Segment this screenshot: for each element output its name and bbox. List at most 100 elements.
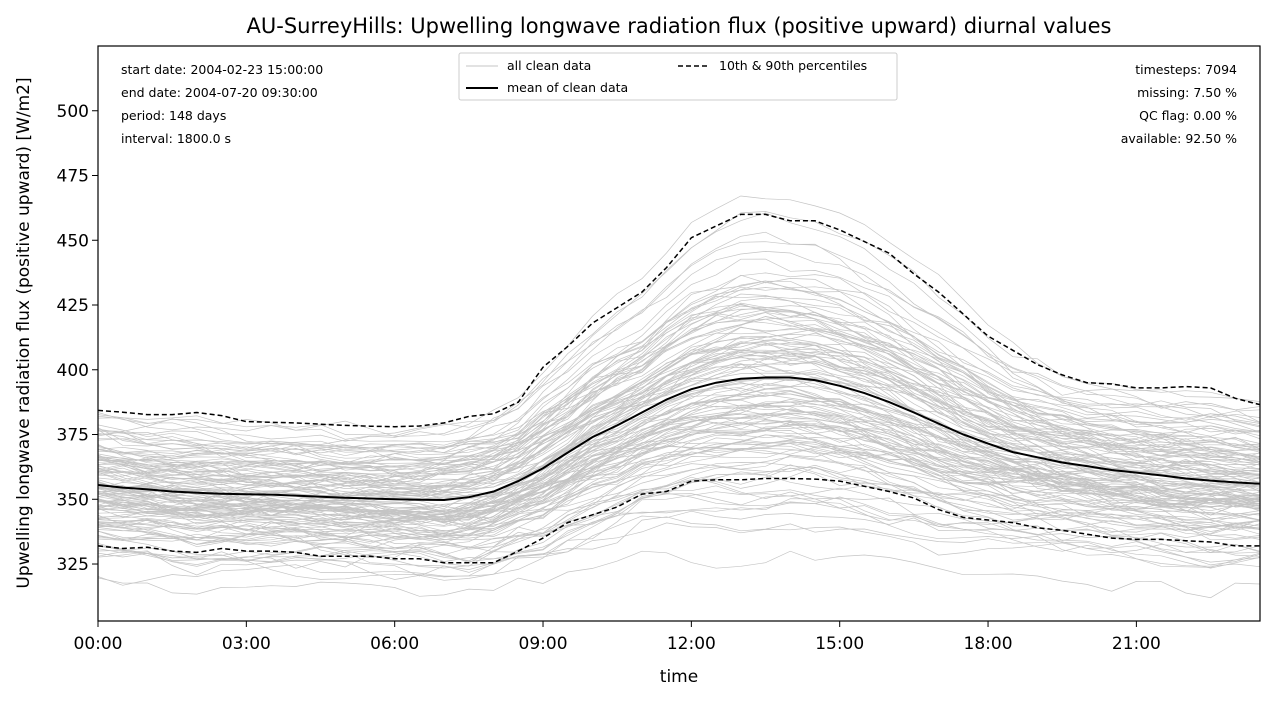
clean-data-line [98,377,1260,527]
clean-data-line [98,338,1260,494]
clean-data-line [98,364,1260,524]
clean-data-line [98,434,1260,524]
clean-data-line [98,316,1260,472]
clean-data-line [98,550,1260,599]
legend-label-clean: all clean data [507,58,591,73]
legend-box [458,52,898,101]
clean-data-line [98,312,1260,485]
x-tick-label: 03:00 [222,634,271,654]
clean-data-line [98,348,1260,492]
clean-data-line [98,422,1260,513]
legend-label-percentiles: 10th & 90th percentiles [719,58,867,73]
clean-data-line [98,442,1260,516]
clean-data-line [98,464,1260,567]
clean-data-line [98,340,1260,501]
available-text: available: 92.50 % [1121,131,1237,146]
legend: all clean data mean of clean data 10th &… [458,52,898,101]
y-tick-label: 500 [57,102,89,122]
clean-data-line [98,274,1260,481]
qc-flag-text: QC flag: 0.00 % [1139,108,1237,123]
mean-line [98,376,1260,502]
clean-data-line [98,195,1260,437]
clean-data-line [98,296,1260,471]
clean-data-line [98,439,1260,525]
clean-data-line [98,445,1260,536]
y-tick-label: 425 [57,296,89,316]
clean-data-line [98,491,1260,586]
timesteps-text: timesteps: 7094 [1135,62,1237,77]
clean-data-line [98,408,1260,534]
y-tick-label: 350 [57,490,89,510]
summary-lines [98,213,1260,564]
x-tick-label: 12:00 [667,634,716,654]
x-tick-label: 21:00 [1112,634,1161,654]
clean-data-line [98,462,1260,541]
clean-data-line [98,337,1260,489]
clean-data-line [98,350,1260,482]
clean-data-line [98,304,1260,483]
clean-data-line [98,473,1260,544]
clean-data-line [98,386,1260,499]
plot-frame [97,45,1261,622]
clean-data-line [98,442,1260,538]
percentile-90-line [98,213,1260,428]
info-left: start date: 2004-02-23 15:00:00 end date… [121,62,323,146]
y-tick-label: 400 [57,361,89,381]
x-tick-label: 06:00 [370,634,419,654]
clean-data-line [98,502,1260,562]
clean-data-line [98,287,1260,459]
x-tick-label: 09:00 [519,634,568,654]
y-tick-label: 475 [57,167,89,187]
clean-data-line [98,416,1260,520]
clean-data-line [98,440,1260,532]
clean-data-line [98,466,1260,549]
clean-data-line [98,293,1260,449]
clean-data-line [98,280,1260,482]
clean-data-line [98,467,1260,541]
clean-data-line [98,400,1260,504]
clean-data-line [98,399,1260,521]
clean-data-line [98,327,1260,472]
missing-text: missing: 7.50 % [1137,85,1237,100]
clean-data-line [98,344,1260,499]
clean-data-line [98,363,1260,498]
legend-label-mean: mean of clean data [507,80,628,95]
clean-data-line [98,281,1260,465]
clean-data-line [98,342,1260,480]
clean-data-line [98,420,1260,549]
clean-data-line [98,332,1260,466]
y-axis: 325 350 375 400 425 450 475 500 [57,102,98,575]
y-axis-label: Upwelling longwave radiation flux (posit… [14,77,34,588]
clean-data-line [98,423,1260,544]
x-tick-label: 15:00 [815,634,864,654]
clean-data-line [98,487,1260,553]
x-tick-label: 00:00 [74,634,123,654]
start-date-text: start date: 2004-02-23 15:00:00 [121,62,323,77]
interval-text: interval: 1800.0 s [121,131,231,146]
clean-data-line [98,492,1260,569]
chart-title: AU-SurreyHills: Upwelling longwave radia… [247,14,1112,38]
x-axis-label: time [660,667,698,687]
clean-data-line [98,328,1260,475]
clean-data-line [98,437,1260,522]
end-date-text: end date: 2004-07-20 09:30:00 [121,85,318,100]
percentile-10-line [98,477,1260,564]
clean-data-line [98,464,1260,577]
x-tick-label: 18:00 [964,634,1013,654]
clean-data-line [98,391,1260,507]
clean-data-line [98,434,1260,558]
clean-data-line [98,357,1260,515]
clean-data-lines [98,195,1260,599]
y-tick-label: 375 [57,426,89,446]
x-axis: 00:00 03:00 06:00 09:00 12:00 15:00 18:00 21:00 [74,621,1161,654]
clean-data-line [98,212,1260,451]
y-tick-label: 450 [57,231,89,251]
period-text: period: 148 days [121,108,226,123]
clean-data-line [98,456,1260,562]
clean-data-line [98,376,1260,496]
clean-data-line [98,311,1260,485]
clean-data-line [98,352,1260,528]
info-right: timesteps: 7094 missing: 7.50 % QC flag:… [1121,62,1237,146]
clean-data-line [98,251,1260,440]
